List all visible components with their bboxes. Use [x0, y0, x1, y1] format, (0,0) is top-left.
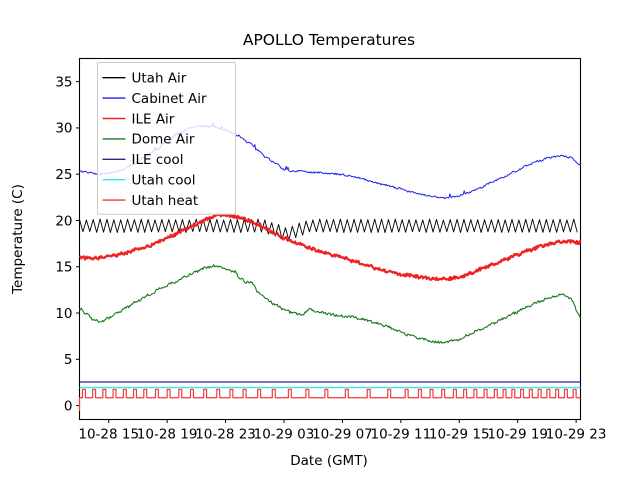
y-tick-label: 10 — [55, 306, 72, 322]
y-tick-label: 25 — [55, 167, 72, 183]
series-line-ile-air — [78, 213, 582, 282]
x-tick-label: 10-29 07 — [312, 427, 373, 443]
y-tick-label: 0 — [64, 398, 73, 414]
series-line-dome-air — [79, 264, 581, 344]
series-line-utah-heat — [78, 388, 581, 412]
x-tick-label: 10-28 19 — [137, 427, 198, 443]
y-tick-label: 15 — [55, 260, 72, 276]
y-tick-label: 20 — [55, 213, 72, 229]
legend-label-utah-air: Utah Air — [132, 71, 187, 87]
page-title: APOLLO Temperatures — [243, 31, 415, 49]
y-tick-label: 35 — [55, 74, 72, 90]
plot-frame — [78, 57, 582, 421]
legend-label-cabinet-air: Cabinet Air — [132, 91, 207, 107]
y-tick-label: 5 — [64, 352, 73, 368]
legend-frame — [97, 62, 236, 215]
y-tick-label: 30 — [55, 121, 72, 137]
x-tick-label: 10-29 19 — [487, 427, 548, 443]
legend-label-utah-heat: Utah heat — [132, 193, 199, 209]
y-axis-label: Temperature (C) — [10, 184, 26, 295]
x-tick-label: 10-29 23 — [546, 427, 607, 443]
series-line-utah-air — [79, 218, 578, 241]
x-tick-label: 10-29 03 — [254, 427, 315, 443]
legend-label-ile-air: ILE Air — [132, 111, 175, 127]
y-axis-ticks: 0 5 10 15 20 25 30 35 — [55, 74, 80, 414]
chart-legend[interactable]: Utah Air Cabinet Air ILE Air Dome Air ILE co… — [97, 62, 236, 215]
x-tick-label: 10-29 11 — [370, 427, 431, 443]
x-tick-label: 10-28 15 — [78, 427, 139, 443]
legend-label-utah-cool: Utah cool — [132, 173, 196, 189]
x-tick-label: 10-28 23 — [195, 427, 256, 443]
x-tick-label: 10-29 15 — [429, 427, 490, 443]
legend-label-dome-air: Dome Air — [132, 132, 195, 148]
legend-label-ile-cool: ILE cool — [132, 152, 184, 168]
x-axis-label: Date (GMT) — [290, 453, 367, 469]
